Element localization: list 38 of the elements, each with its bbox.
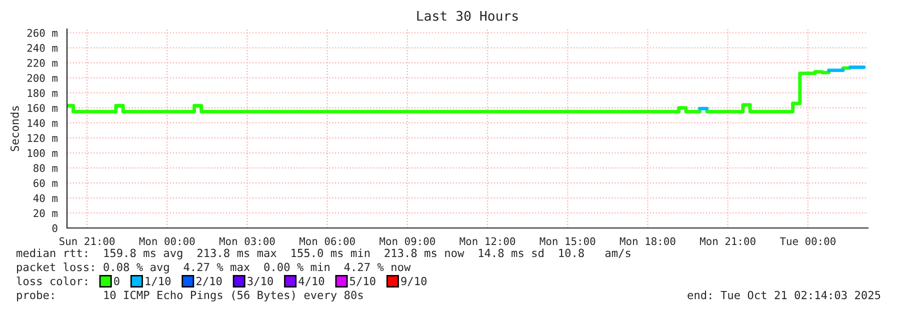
x-tick-label: Mon 06:00 bbox=[300, 237, 355, 246]
y-tick-label: 240 m bbox=[27, 44, 58, 52]
text: median rtt: 159.8 ms avg 213.8 ms max 155.0 ms min 213.8 ms now 14.8 ms sd 10.8 am/s bbox=[16, 248, 630, 260]
text: end: Tue Oct 21 02:14:03 2025 bbox=[688, 290, 880, 300]
legend-title: loss color: bbox=[16, 276, 87, 286]
y-tick-label: 20 m bbox=[34, 209, 58, 218]
y-axis-title: Seconds bbox=[10, 106, 19, 152]
text: probe: 10 ICMP Echo Pings (56 Bytes) every 80s bbox=[17, 290, 363, 302]
y-tick-label: 180 m bbox=[28, 89, 58, 97]
y-tick-label: 200 m bbox=[27, 74, 58, 82]
legend-label: 9/10 bbox=[401, 276, 427, 286]
legend-label: 2/10 bbox=[196, 276, 222, 286]
x-tick-label: Mon 03:00 bbox=[219, 237, 275, 246]
legend-label: 5/10 bbox=[350, 276, 376, 286]
x-tick-label: Tue 00:00 bbox=[780, 237, 836, 246]
y-tick-label: 140 m bbox=[28, 119, 58, 127]
y-tick-label: 60 m bbox=[34, 179, 58, 188]
text: packet loss: 0.08 % avg 4.27 % max 0.00 % min 4.27 % now bbox=[17, 262, 411, 274]
legend-label: 4/10 bbox=[298, 276, 324, 286]
legend-label: 0 bbox=[114, 276, 120, 286]
x-tick-label: Mon 09:00 bbox=[380, 237, 435, 246]
chart-title: Last 30 Hours bbox=[417, 10, 518, 21]
y-tick-label: 80 m bbox=[34, 164, 58, 172]
x-tick-label: Mon 18:00 bbox=[620, 237, 676, 246]
y-tick-label: 220 m bbox=[27, 59, 58, 67]
y-tick-label: 120 m bbox=[28, 134, 58, 142]
y-tick-label: 260 m bbox=[27, 29, 58, 37]
x-tick-label: Mon 00:00 bbox=[139, 237, 195, 246]
y-tick-label: 0 bbox=[52, 224, 58, 232]
x-tick-label: Sun 21:00 bbox=[60, 237, 115, 246]
legend-label: 3/10 bbox=[248, 276, 273, 286]
x-tick-label: Mon 12:00 bbox=[460, 237, 516, 246]
y-tick-label: 40 m bbox=[33, 194, 58, 202]
y-tick-label: 100 m bbox=[28, 149, 58, 158]
legend-label: 1/10 bbox=[146, 276, 171, 286]
y-tick-label: 160 m bbox=[28, 104, 58, 112]
x-tick-label: Mon 15:00 bbox=[540, 237, 596, 246]
x-tick-label: Mon 21:00 bbox=[700, 237, 756, 246]
